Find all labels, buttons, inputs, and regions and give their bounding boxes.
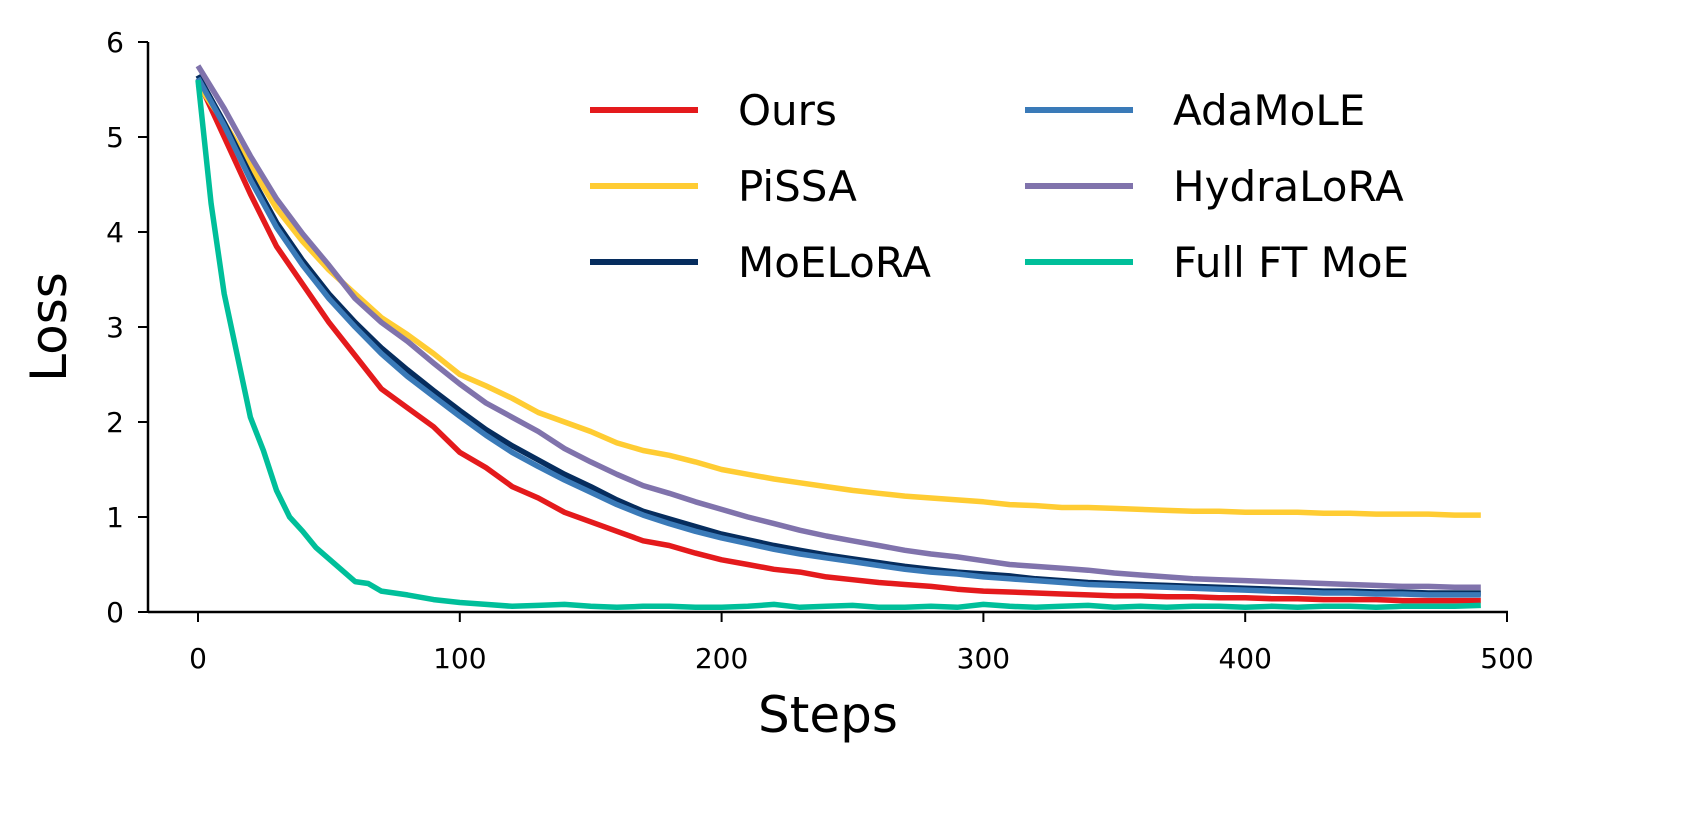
- x-axis-label: Steps: [758, 686, 898, 744]
- legend-label: PiSSA: [738, 162, 857, 211]
- y-tick-label: 2: [106, 406, 124, 439]
- legend-item: HydraLoRA: [1025, 162, 1404, 211]
- legend-label: MoELoRA: [738, 238, 931, 287]
- x-tick-label: 400: [1218, 642, 1271, 675]
- y-tick-label: 6: [106, 26, 124, 59]
- y-axis-label: Loss: [20, 272, 78, 382]
- x-tick-label: 0: [189, 642, 207, 675]
- legend-label: Ours: [738, 86, 837, 135]
- y-tick-label: 5: [106, 121, 124, 154]
- legend-label: Full FT MoE: [1173, 238, 1409, 287]
- series-line-adamole: [195, 76, 1481, 598]
- x-tick-label: 100: [433, 642, 486, 675]
- legend: Ours PiSSA MoELoRA AdaMoLE HydraLoRA Full FT …: [590, 86, 1409, 287]
- series-line-moelora: [195, 73, 1481, 596]
- legend-item: AdaMoLE: [1025, 86, 1365, 135]
- x-tick-label: 300: [957, 642, 1010, 675]
- series-line-pissa: [195, 83, 1481, 518]
- y-ticks: 0 1 2 3 4 5 6: [106, 26, 148, 629]
- legend-item: Ours: [590, 86, 837, 135]
- legend-item: PiSSA: [590, 162, 857, 211]
- y-tick-label: 0: [106, 596, 124, 629]
- legend-item: Full FT MoE: [1025, 238, 1409, 287]
- x-tick-label: 500: [1480, 642, 1533, 675]
- y-tick-label: 1: [106, 501, 124, 534]
- y-tick-label: 3: [106, 311, 124, 344]
- series-line-ours: [195, 78, 1481, 604]
- y-tick-label: 4: [106, 216, 124, 249]
- x-tick-label: 200: [695, 642, 748, 675]
- series-line-hydralora: [195, 64, 1481, 591]
- legend-label: HydraLoRA: [1173, 162, 1404, 211]
- x-ticks: 0 100 200 300 400 500: [189, 612, 1534, 675]
- series-line-full-ft-moe: [195, 79, 1481, 611]
- series-lines: [195, 64, 1481, 611]
- legend-label: AdaMoLE: [1173, 86, 1365, 135]
- legend-item: MoELoRA: [590, 238, 931, 287]
